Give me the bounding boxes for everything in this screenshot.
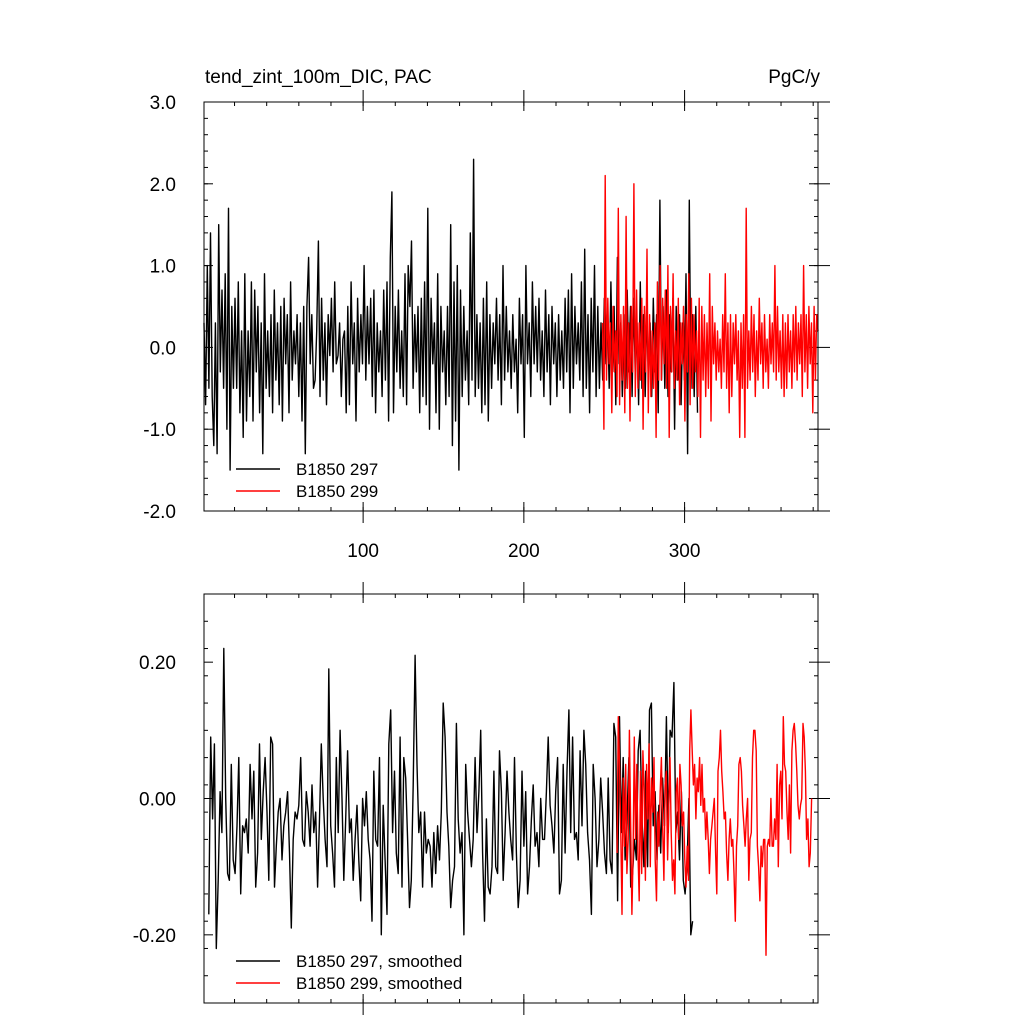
top-series-lines [203,158,819,471]
top-axis-ticks: -2.0 -1.0 0.0 1.0 2.0 3.0 100 200 300 [143,90,830,562]
bottom-series-lines [208,647,813,956]
bottom-plot-frame [203,593,819,1004]
top-chart-panel: tend_zint_100m_DIC, PAC PgC/y -2.0 -1.0 0.… [143,67,830,562]
y-tick-label: 0.20 [139,653,176,674]
series-line-2 [601,174,819,439]
x-tick-label: 200 [508,541,540,562]
top-plot-frame [203,101,819,512]
y-tick-label: 0.0 [150,338,176,359]
legend-label-smoothed-1: B1850 297, smoothed [296,952,462,971]
y-tick-label: -0.20 [133,926,176,947]
top-legend: B1850 297 B1850 299 [236,460,378,501]
y-tick-label: 3.0 [150,93,176,114]
legend-label-series-2: B1850 299 [296,482,378,501]
x-tick-label: 100 [347,541,379,562]
series-line-2 [616,709,813,956]
x-tick-label: 300 [669,541,701,562]
y-tick-label: 0.00 [139,790,176,811]
legend-label-smoothed-2: B1850 299, smoothed [296,974,462,993]
bottom-chart-panel: -0.20 0.00 0.20 B1850 297, smoothed B1850 … [133,582,830,1015]
y-tick-label: -2.0 [143,502,176,523]
units-label: PgC/y [768,67,820,88]
y-tick-label: -1.0 [143,420,176,441]
chart-title: tend_zint_100m_DIC, PAC [205,67,432,88]
bottom-axis-ticks: -0.20 0.00 0.20 [133,582,830,1015]
series-line-1 [208,647,694,950]
legend-label-series-1: B1850 297 [296,460,378,479]
y-tick-label: 2.0 [150,175,176,196]
y-tick-label: 1.0 [150,257,176,278]
bottom-legend: B1850 297, smoothed B1850 299, smoothed [236,952,462,993]
series-line-1 [203,158,699,471]
